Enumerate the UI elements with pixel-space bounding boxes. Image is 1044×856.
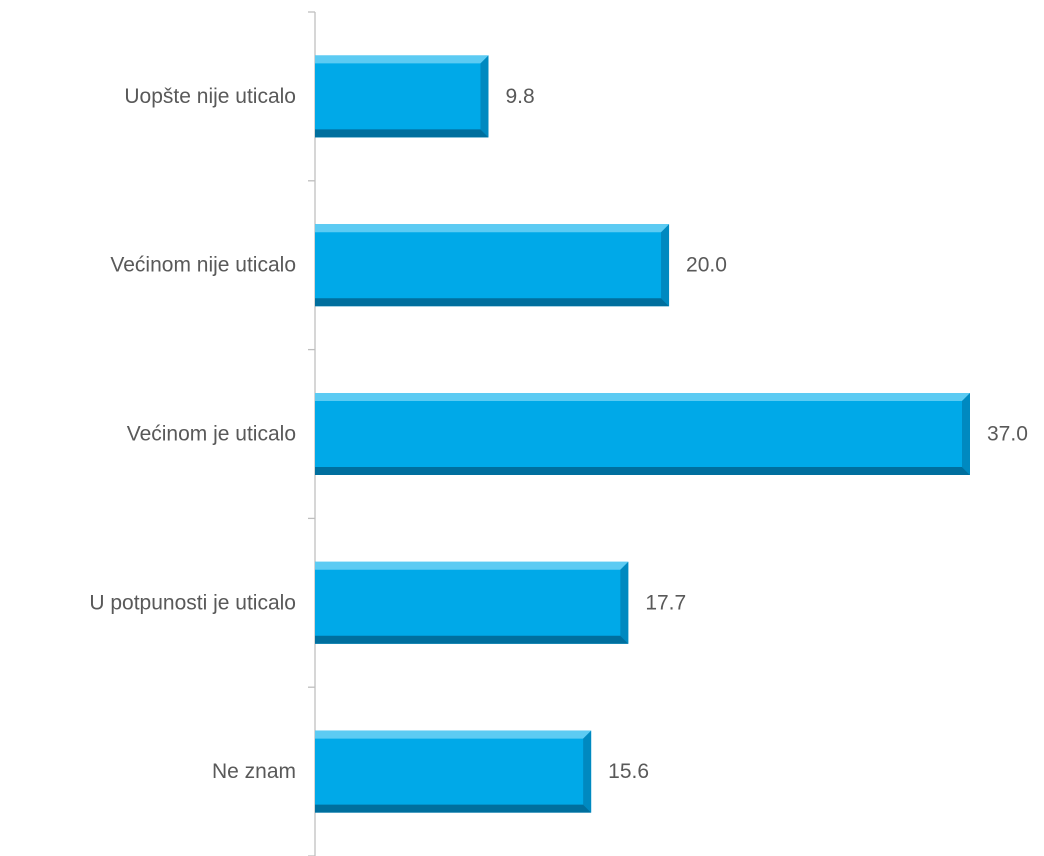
bar-bevel-top bbox=[315, 393, 970, 401]
y-axis bbox=[308, 11, 316, 856]
bar-bevel-right bbox=[480, 55, 489, 138]
bar-bevel-right bbox=[661, 224, 670, 307]
category-label: U potpunosti je uticalo bbox=[89, 591, 296, 614]
category-label: Većinom nije uticalo bbox=[110, 254, 296, 277]
value-label: 20.0 bbox=[686, 254, 727, 277]
category-label: Uopšte nije uticalo bbox=[124, 85, 296, 108]
bar-bevel-top bbox=[315, 224, 670, 233]
value-label: 17.7 bbox=[645, 591, 686, 614]
bar-vecinom-nije-uticalo bbox=[315, 224, 670, 307]
category-label: Većinom je uticalo bbox=[127, 423, 296, 446]
labels-group: Uopšte nije uticalo 9.8 Većinom nije utica… bbox=[89, 85, 1028, 783]
bar-body bbox=[315, 393, 970, 475]
bar-bevel-bottom bbox=[315, 298, 670, 307]
value-label: 37.0 bbox=[987, 423, 1028, 446]
bar-bevel-right bbox=[583, 730, 592, 813]
value-label: 15.6 bbox=[608, 760, 649, 783]
bar-bevel-right bbox=[620, 561, 629, 644]
bar-ne-znam bbox=[315, 730, 592, 813]
bar-bevel-top bbox=[315, 55, 489, 64]
bar-bevel-top bbox=[315, 730, 592, 739]
bar-bevel-bottom bbox=[315, 467, 970, 475]
bar-bevel-top bbox=[315, 561, 629, 570]
bar-body bbox=[315, 55, 489, 138]
bar-vecinom-je-uticalo bbox=[315, 393, 970, 475]
bar-u-potpunosti-je-uticalo bbox=[315, 561, 629, 644]
bar-uopste-nije-uticalo bbox=[315, 55, 489, 138]
bar-body bbox=[315, 561, 629, 644]
bar-bevel-bottom bbox=[315, 804, 592, 813]
bar-bevel-bottom bbox=[315, 635, 629, 644]
category-label: Ne znam bbox=[212, 760, 296, 783]
value-label: 9.8 bbox=[505, 85, 534, 108]
bar-bevel-bottom bbox=[315, 129, 489, 138]
bar-bevel-right bbox=[962, 393, 970, 475]
bar-body bbox=[315, 224, 670, 307]
bar-body bbox=[315, 730, 592, 813]
bars-group bbox=[315, 55, 970, 813]
